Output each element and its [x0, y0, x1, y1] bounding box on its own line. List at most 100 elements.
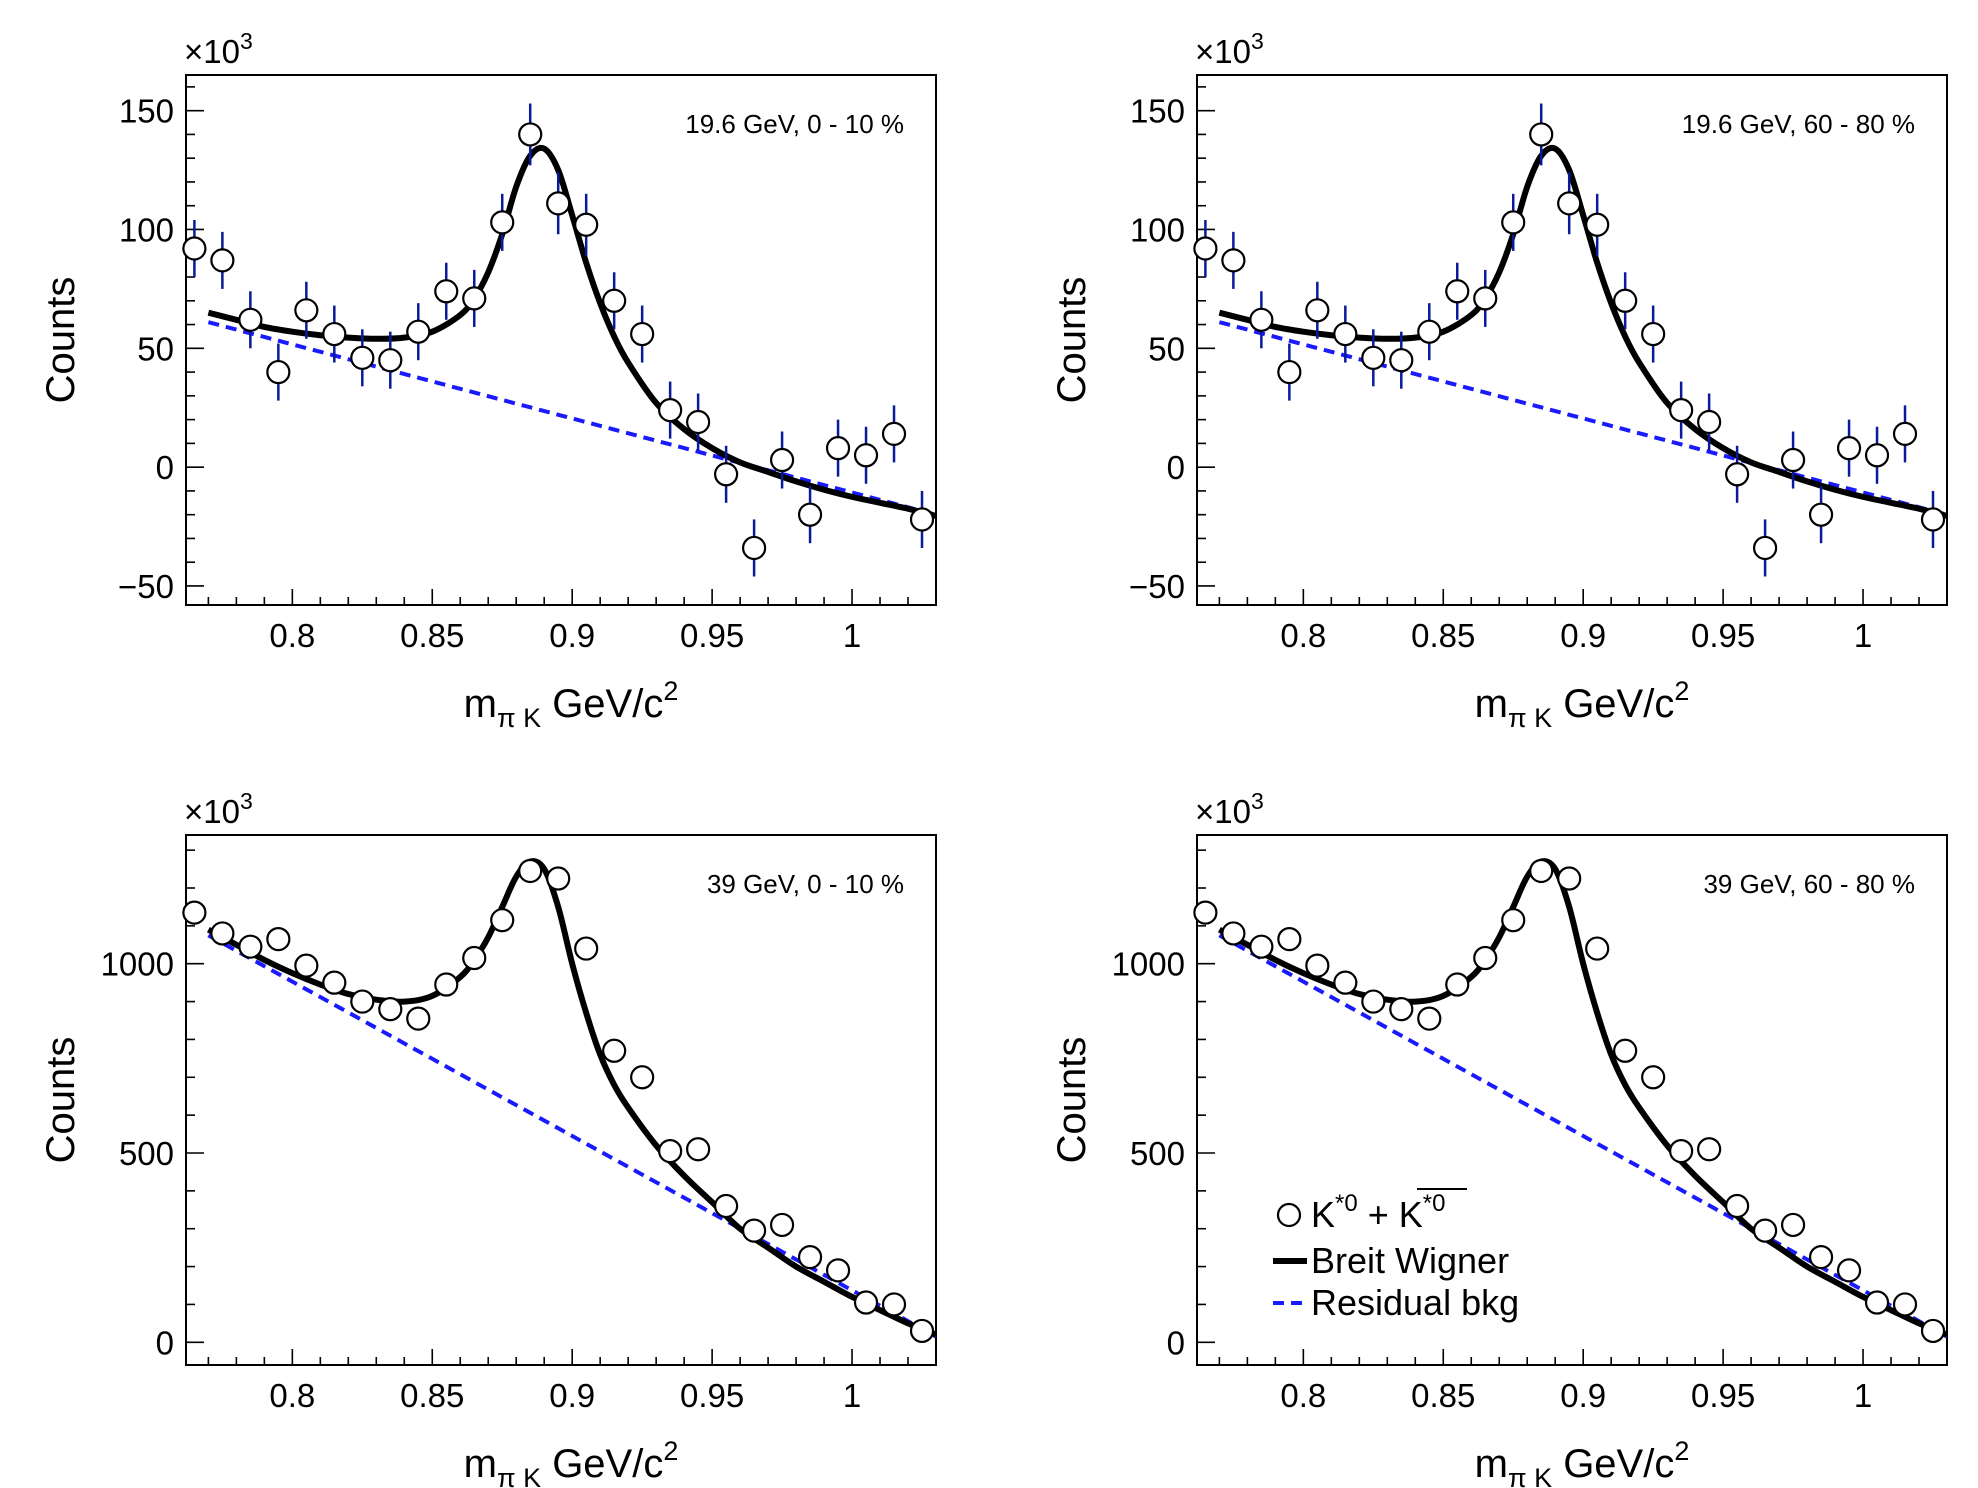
- legend-label-background: Residual bkg: [1311, 1282, 1519, 1323]
- data-point: [294, 953, 319, 978]
- y-tick-label: 100: [119, 211, 174, 248]
- data-point: [825, 436, 851, 461]
- panel-annotation: 39 GeV, 0 - 10 %: [707, 869, 904, 899]
- panel-annotation: 19.6 GeV, 0 - 10 %: [685, 109, 904, 139]
- x-tick-label: 0.9: [1560, 1377, 1606, 1414]
- data-point: [1808, 502, 1834, 527]
- y-axis-title: Counts: [1050, 1037, 1094, 1164]
- data-point: [266, 359, 291, 385]
- data-point: [406, 1006, 431, 1031]
- y-tick-label: −50: [1129, 568, 1185, 605]
- data-point: [1613, 1038, 1638, 1063]
- data-point: [238, 934, 263, 959]
- data-point: [1641, 321, 1666, 347]
- data-point: [1361, 989, 1386, 1014]
- data-point: [658, 398, 683, 423]
- x-tick-label: 0.85: [400, 1377, 464, 1414]
- data-point: [210, 248, 235, 273]
- y-tick-label: 150: [1130, 93, 1185, 130]
- data-point: [1473, 286, 1498, 311]
- data-point: [1529, 122, 1554, 147]
- y-tick-label: 0: [1167, 1324, 1185, 1361]
- data-point: [574, 212, 599, 237]
- data-point: [1277, 927, 1302, 952]
- data-point: [1585, 212, 1610, 237]
- data-point: [518, 122, 543, 147]
- legend-label-points: K*0 + K*0: [1311, 1190, 1445, 1235]
- x-tick-label: 0.85: [1411, 1377, 1475, 1414]
- data-point: [406, 319, 431, 344]
- plot-frame: [185, 74, 937, 606]
- data-point: [1864, 1290, 1890, 1315]
- data-point: [1725, 1193, 1750, 1219]
- data-point: [1697, 1137, 1722, 1162]
- data-point: [853, 1290, 879, 1315]
- data-point: [1892, 1292, 1918, 1317]
- y-tick-label: 0: [156, 1324, 174, 1361]
- data-point: [1529, 858, 1554, 884]
- data-point: [546, 191, 571, 216]
- data-point: [797, 1245, 823, 1270]
- data-point: [909, 1318, 935, 1344]
- data-point: [462, 286, 487, 311]
- data-point: [1641, 1065, 1666, 1090]
- data-point: [294, 298, 319, 323]
- data-point: [1752, 1218, 1778, 1243]
- data-point: [1697, 409, 1722, 435]
- x-tick-label: 0.9: [1560, 617, 1606, 654]
- x-tick-label: 0.95: [1691, 617, 1755, 654]
- data-point: [1557, 866, 1582, 891]
- data-point: [378, 348, 403, 373]
- data-point: [490, 210, 515, 235]
- data-point: [769, 447, 795, 473]
- data-point: [1808, 1245, 1834, 1270]
- y-tick-label: 500: [119, 1135, 174, 1172]
- data-point: [602, 288, 627, 313]
- data-point: [350, 989, 375, 1014]
- y-axis-multiplier: ×103: [1195, 788, 1264, 830]
- data-point: [1389, 997, 1414, 1022]
- data-point: [1333, 321, 1358, 347]
- data-point: [630, 1065, 655, 1090]
- data-point: [1920, 507, 1946, 532]
- data-point: [210, 921, 235, 946]
- data-point: [1780, 1212, 1806, 1238]
- data-point: [797, 502, 823, 527]
- x-tick-label: 0.85: [1411, 617, 1475, 654]
- data-point: [1445, 279, 1470, 304]
- x-tick-label: 0.95: [1691, 1377, 1755, 1414]
- data-point: [574, 936, 599, 961]
- data-point: [909, 507, 935, 532]
- y-tick-label: −50: [118, 568, 174, 605]
- background-line: [207, 320, 936, 517]
- y-axis-title: Counts: [39, 277, 83, 404]
- x-axis-title: mπ K GeV/c2: [464, 676, 679, 733]
- data-point: [741, 535, 767, 561]
- data-point: [350, 345, 375, 370]
- data-point: [1836, 436, 1862, 461]
- data-point: [686, 409, 711, 435]
- fit-curve: [207, 144, 936, 519]
- fit-curve: [206, 858, 936, 1338]
- data-point: [881, 421, 907, 446]
- y-tick-label: 0: [156, 449, 174, 486]
- y-axis-multiplier: ×103: [1195, 28, 1264, 70]
- data-point: [378, 997, 403, 1022]
- y-tick-label: 500: [1130, 1135, 1185, 1172]
- background-line: [207, 933, 936, 1339]
- data-point: [769, 1212, 795, 1238]
- data-point: [1836, 1258, 1862, 1283]
- data-point: [182, 900, 207, 925]
- data-point: [1557, 191, 1582, 216]
- data-point: [853, 443, 879, 468]
- data-point: [1669, 398, 1694, 423]
- plot-frame: [185, 834, 937, 1366]
- data-point: [1193, 900, 1218, 925]
- data-point: [182, 236, 207, 261]
- legend-label-fit: Breit Wigner: [1311, 1240, 1509, 1281]
- data-point: [714, 462, 739, 487]
- data-point: [1417, 319, 1442, 344]
- data-point: [1333, 970, 1358, 995]
- y-tick-label: 150: [119, 93, 174, 130]
